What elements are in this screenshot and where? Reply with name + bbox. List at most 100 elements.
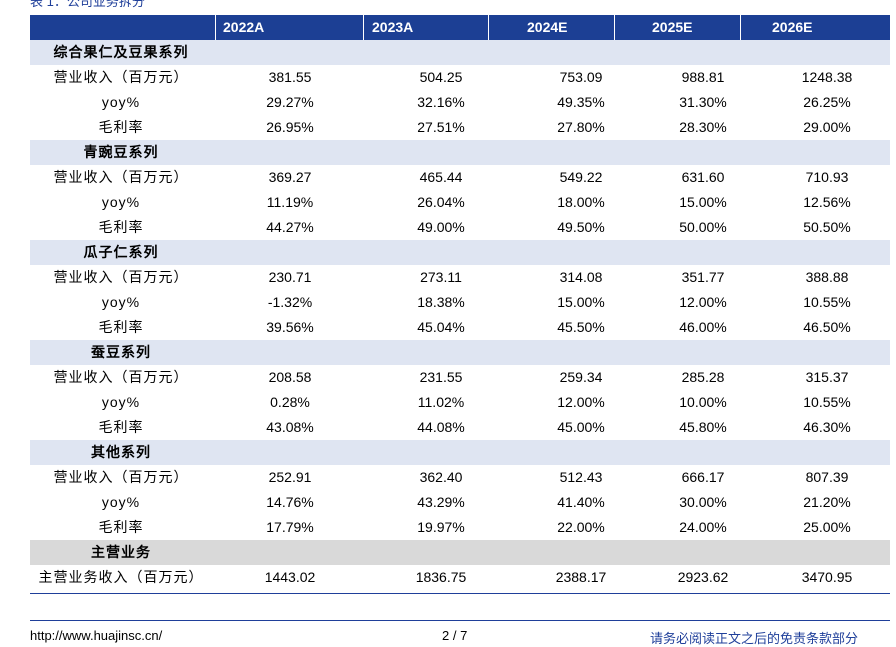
cell: 18.00% bbox=[557, 194, 605, 210]
cell: 15.00% bbox=[679, 194, 727, 210]
section-band bbox=[30, 240, 890, 265]
section-band bbox=[30, 540, 890, 565]
cell: 15.00% bbox=[557, 294, 605, 310]
header-divider bbox=[363, 15, 364, 40]
cell: 32.16% bbox=[417, 94, 465, 110]
cell: 230.71 bbox=[268, 269, 312, 285]
cell: 17.79% bbox=[266, 519, 314, 535]
row-label: 毛利率 bbox=[98, 419, 144, 435]
cell: 45.00% bbox=[557, 419, 605, 435]
cell: 10.00% bbox=[679, 394, 727, 410]
cell: 41.40% bbox=[557, 494, 605, 510]
cell: 26.95% bbox=[266, 119, 314, 135]
cell: 45.04% bbox=[417, 319, 465, 335]
cell: 710.93 bbox=[805, 169, 849, 185]
cell: 26.25% bbox=[803, 94, 851, 110]
row-label: yoy% bbox=[101, 194, 141, 210]
cell: 512.43 bbox=[559, 469, 603, 485]
row-label: 营业收入（百万元） bbox=[53, 269, 189, 285]
cell: 26.04% bbox=[417, 194, 465, 210]
cell: 18.38% bbox=[417, 294, 465, 310]
cell: 11.19% bbox=[266, 194, 314, 210]
cell: 46.00% bbox=[679, 319, 727, 335]
cell: -1.32% bbox=[267, 294, 313, 310]
cell: 45.50% bbox=[557, 319, 605, 335]
cell: 388.88 bbox=[805, 269, 849, 285]
cell: 27.80% bbox=[557, 119, 605, 135]
cell: 208.58 bbox=[268, 369, 312, 385]
cell: 44.08% bbox=[417, 419, 465, 435]
cell: 549.22 bbox=[559, 169, 603, 185]
cell: 807.39 bbox=[805, 469, 849, 485]
cell: 46.30% bbox=[803, 419, 851, 435]
cell: 27.51% bbox=[417, 119, 465, 135]
section-band bbox=[30, 340, 890, 365]
cell: 12.56% bbox=[803, 194, 851, 210]
cell: 45.80% bbox=[679, 419, 727, 435]
cell: 988.81 bbox=[681, 69, 725, 85]
cell: 315.37 bbox=[805, 369, 849, 385]
section-label: 青豌豆系列 bbox=[83, 144, 159, 160]
cell: 43.29% bbox=[417, 494, 465, 510]
cell: 12.00% bbox=[557, 394, 605, 410]
cell: 44.27% bbox=[266, 219, 314, 235]
row-label: yoy% bbox=[101, 394, 141, 410]
row-label: yoy% bbox=[101, 94, 141, 110]
cell: 465.44 bbox=[419, 169, 463, 185]
cell: 285.28 bbox=[681, 369, 725, 385]
cell: 362.40 bbox=[419, 469, 463, 485]
cell: 2923.62 bbox=[677, 569, 729, 585]
section-band bbox=[30, 140, 890, 165]
column-header: 2025E bbox=[652, 19, 693, 35]
row-label: 营业收入（百万元） bbox=[53, 469, 189, 485]
row-label: 营业收入（百万元） bbox=[53, 69, 189, 85]
row-label: yoy% bbox=[101, 494, 141, 510]
cell: 259.34 bbox=[559, 369, 603, 385]
cell: 273.11 bbox=[420, 269, 462, 285]
column-header: 2023A bbox=[372, 19, 414, 35]
section-band bbox=[30, 40, 890, 65]
cell: 21.20% bbox=[803, 494, 851, 510]
column-header: 2026E bbox=[772, 19, 813, 35]
header-divider bbox=[215, 15, 216, 40]
cell: 1443.02 bbox=[264, 569, 316, 585]
row-label: 主营业务收入（百万元） bbox=[38, 569, 204, 585]
row-label: 毛利率 bbox=[98, 519, 144, 535]
row-label: 毛利率 bbox=[98, 219, 144, 235]
section-label: 瓜子仁系列 bbox=[83, 244, 159, 260]
row-label: 毛利率 bbox=[98, 319, 144, 335]
section-band bbox=[30, 440, 890, 465]
cell: 10.55% bbox=[803, 294, 851, 310]
cell: 28.30% bbox=[679, 119, 727, 135]
header-divider bbox=[488, 15, 489, 40]
cell: 31.30% bbox=[679, 94, 727, 110]
column-header: 2024E bbox=[527, 19, 568, 35]
section-label: 其他系列 bbox=[91, 444, 151, 460]
cell: 46.50% bbox=[803, 319, 851, 335]
row-label: 营业收入（百万元） bbox=[53, 169, 189, 185]
cell: 39.56% bbox=[266, 319, 314, 335]
cell: 631.60 bbox=[681, 169, 725, 185]
cell: 504.25 bbox=[419, 69, 463, 85]
cell: 49.35% bbox=[557, 94, 605, 110]
cell: 666.17 bbox=[681, 469, 725, 485]
header-divider bbox=[614, 15, 615, 40]
cell: 50.00% bbox=[679, 219, 727, 235]
cell: 2388.17 bbox=[555, 569, 607, 585]
cell: 43.08% bbox=[266, 419, 314, 435]
cell: 14.76% bbox=[266, 494, 314, 510]
cell: 3470.95 bbox=[801, 569, 853, 585]
section-label: 综合果仁及豆果系列 bbox=[53, 44, 189, 60]
cell: 753.09 bbox=[559, 69, 603, 85]
cell: 252.91 bbox=[268, 469, 312, 485]
cell: 369.27 bbox=[268, 169, 312, 185]
cell: 49.50% bbox=[557, 219, 605, 235]
cell: 12.00% bbox=[679, 294, 727, 310]
cell: 231.55 bbox=[419, 369, 463, 385]
row-label: 毛利率 bbox=[98, 119, 144, 135]
section-label: 蚕豆系列 bbox=[91, 344, 151, 360]
footer-url[interactable]: http://www.huajinsc.cn/ bbox=[30, 628, 163, 643]
cell: 19.97% bbox=[417, 519, 465, 535]
cell: 10.55% bbox=[803, 394, 851, 410]
